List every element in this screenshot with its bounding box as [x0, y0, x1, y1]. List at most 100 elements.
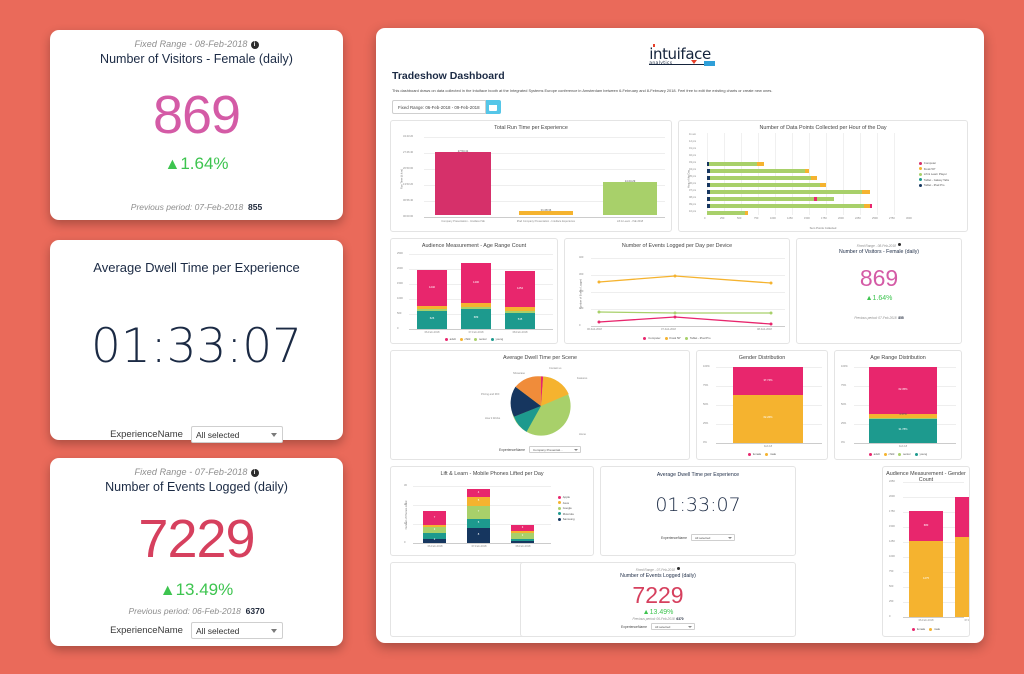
legend-item[interactable]: Tablet - Galaxy Tabs [919, 178, 949, 182]
info-icon[interactable] [676, 567, 681, 571]
kpi-range-text: Fixed Range - 08-Feb-2018 [134, 39, 248, 49]
experience-select[interactable]: All selected [190, 426, 283, 443]
legend-item[interactable]: young [914, 452, 927, 456]
legend-swatch [558, 495, 561, 499]
experience-select[interactable]: All selected [691, 534, 735, 542]
info-icon[interactable]: i [250, 41, 259, 49]
y-axis-label: Run Time (d:h:m) [400, 169, 404, 190]
chart-title: Age Range Distribution [870, 355, 926, 362]
chart-data-points-per-hour[interactable]: Number of Data Points Collected per Hour… [678, 120, 968, 233]
legend-item[interactable]: senior [898, 452, 911, 456]
legend-item[interactable]: Computer [919, 161, 936, 165]
experience-filter: ExperienceName All selected [50, 622, 343, 639]
chart-dwell-time-per-scene[interactable]: Average Dwell Time per Scene Contact us … [390, 350, 690, 461]
x-tick: 06-Feb-2018 [587, 328, 602, 332]
y-tick: 500 [397, 312, 402, 316]
x-tick: 08-Feb-2018 [515, 545, 531, 549]
legend-label: male [933, 627, 941, 632]
legend-item[interactable]: male [765, 452, 776, 456]
legend-item[interactable]: child [883, 452, 894, 456]
scene-filter: ExperienceName Company Presentati... [391, 446, 689, 454]
chart-total-run-time[interactable]: Total Run Time per Experience Run Time (… [390, 120, 672, 233]
kpi-value: 7229 [138, 509, 255, 569]
legend-item[interactable]: young [490, 337, 503, 341]
info-icon[interactable] [897, 243, 902, 247]
pie-label: Showcase [513, 372, 525, 376]
chart-legend: Apple Asus Google Motorola Samsung [558, 495, 575, 521]
bar-value: 689 [473, 316, 479, 320]
legend-item[interactable]: male [929, 627, 940, 631]
bar-value: 5 [477, 499, 480, 503]
legend-item[interactable]: Samsung [558, 517, 575, 521]
experience-select-value: All selected [655, 624, 671, 629]
logo-dot [652, 44, 656, 47]
y-tick: 300 [579, 273, 584, 277]
mini-card-events[interactable]: Fixed Range - 07-Feb-2018 Number of Even… [520, 562, 796, 638]
mini-card-visitors[interactable]: Fixed Range - 08-Feb-2018 Number of Visi… [796, 238, 962, 345]
chart-gender-count[interactable]: Audience Measurement - Gender Count 0 25… [882, 466, 970, 638]
line-series [597, 274, 773, 326]
experience-select[interactable]: All selected [190, 622, 283, 639]
kpi-previous: Previous period: 07-Feb-2018 855 [50, 202, 343, 212]
legend-label: Tablet - Galaxy Tabs [923, 177, 950, 182]
legend-item[interactable]: Kiosk 50" [664, 336, 681, 340]
y-tick: 06:56:40 [403, 199, 414, 203]
x-tick: 2750 [889, 217, 895, 221]
experience-filter: ExperienceName All selected [521, 623, 795, 631]
info-icon[interactable]: i [250, 469, 259, 477]
bar-value: 27:54:41 [457, 150, 469, 154]
filter-label: ExperienceName [498, 447, 525, 452]
legend-item[interactable]: Motorola [558, 512, 574, 516]
chart-row-3: Average Dwell Time per Scene Contact us … [390, 350, 970, 461]
legend-item[interactable]: adult [868, 452, 880, 456]
chevron-down-icon [728, 536, 732, 539]
legend-item[interactable]: senior [474, 337, 487, 342]
y-tick: 07 pm [689, 189, 697, 193]
legend-item[interactable]: Computer [643, 336, 661, 340]
mini-delta: ▲1.64% [797, 295, 961, 302]
legend-item[interactable]: Kiosk 50" [919, 167, 936, 171]
logo-badge [703, 61, 715, 66]
legend-swatch [919, 167, 922, 171]
chart-age-range-count[interactable]: Audience Measurement - Age Range Count 0… [390, 238, 558, 345]
logo-text: intuiface [649, 45, 711, 63]
legend-swatch [883, 452, 887, 456]
x-tick: 06-Feb-2018 [918, 619, 934, 623]
calendar-icon[interactable] [485, 100, 501, 115]
chart-age-range-distribution[interactable]: Age Range Distribution 0% 25% 50% 75% 10… [834, 350, 962, 461]
x-tick: 07-Feb-2018 [964, 619, 970, 623]
y-tick: 0% [841, 441, 845, 445]
legend-item[interactable]: child [459, 337, 470, 341]
chart-events-per-device[interactable]: Number of Events Logged per Day per Devi… [564, 238, 790, 345]
experience-select[interactable]: All selected [651, 623, 695, 631]
x-tick: Feb 18 [763, 445, 773, 449]
bar [603, 182, 657, 216]
x-tick: 07-Feb-2018 [468, 331, 484, 335]
legend-item[interactable]: Google [558, 506, 572, 510]
legend-label: Kiosk 50" [923, 166, 936, 171]
logo-subtitle: analytics [649, 61, 673, 66]
x-tick: 07-Feb-2018 [661, 328, 676, 332]
legend-item[interactable]: Asus [558, 501, 569, 505]
x-tick: 1250 [787, 217, 793, 221]
legend-swatch [919, 172, 922, 176]
y-tick: 100% [841, 365, 848, 369]
chart-column-middle: Average Dwell Time per Experience 01:33:… [520, 466, 876, 638]
chart-phones-lifted[interactable]: Lift & Learn - Mobile Phones Lifted per … [390, 466, 594, 557]
scene-select[interactable]: Company Presentati... [529, 446, 581, 454]
legend-item[interactable]: female [911, 627, 925, 631]
chart-gender-distribution[interactable]: Gender Distribution 0% 25% 50% 75% 100% … [696, 350, 828, 461]
legend-item[interactable]: Lift & Learn Player [919, 172, 947, 176]
mini-card-dwell-time[interactable]: Average Dwell Time per Experience 01:33:… [600, 466, 796, 557]
y-tick: 1500 [397, 282, 403, 286]
legend-label: senior [479, 337, 487, 342]
mini-delta-value: 1.64% [872, 295, 893, 303]
legend-item[interactable]: Tablet - iPad Pro [685, 336, 711, 340]
y-tick: 09 pm [689, 203, 697, 207]
y-tick: 20 [404, 503, 407, 507]
legend-item[interactable]: female [747, 452, 761, 456]
legend-item[interactable]: Tablet - iPad Pro [919, 183, 944, 187]
legend-item[interactable]: Apple [558, 495, 570, 499]
legend-item[interactable]: adult [444, 337, 456, 341]
date-range-input[interactable]: Fixed Range: 06-Feb-2018 - 09-Feb-2018 [392, 100, 486, 115]
